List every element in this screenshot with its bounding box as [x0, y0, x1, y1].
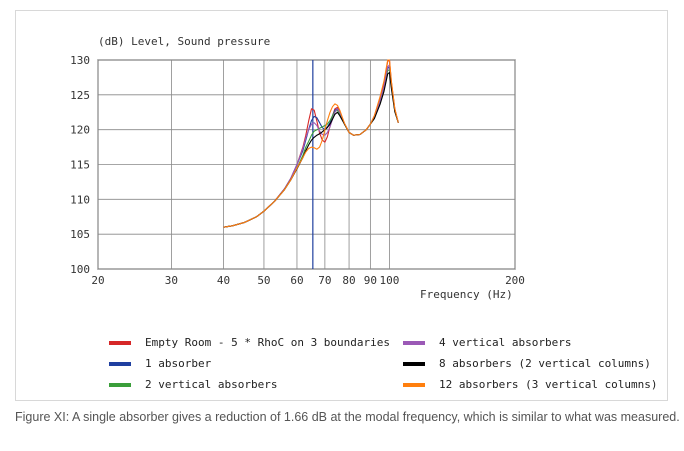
y-tick-label: 120	[70, 124, 90, 137]
x-tick-label: 100	[380, 274, 400, 287]
legend-item: 8 absorbers (2 vertical columns)	[403, 357, 651, 370]
x-tick-label: 90	[364, 274, 377, 287]
legend-item: 1 absorber	[109, 357, 211, 370]
grid	[97, 59, 516, 270]
x-tick-label: 40	[217, 274, 230, 287]
legend-swatch	[403, 340, 425, 345]
legend-item: 4 vertical absorbers	[403, 336, 571, 349]
series-line	[223, 59, 399, 228]
legend-swatch	[109, 361, 131, 366]
legend-label: 12 absorbers (3 vertical columns)	[439, 378, 658, 391]
x-tick-label: 200	[505, 274, 525, 287]
x-tick-label: 20	[91, 274, 104, 287]
legend-label: 2 vertical absorbers	[145, 378, 278, 391]
legend-swatch	[109, 340, 131, 345]
y-tick-label: 105	[70, 228, 90, 241]
legend-item: 2 vertical absorbers	[109, 378, 277, 391]
legend-swatch	[109, 382, 131, 387]
x-tick-label: 80	[342, 274, 355, 287]
legend-label: 1 absorber	[145, 357, 212, 370]
y-tick-label: 130	[70, 54, 90, 67]
chart-frame: (dB) Level, Sound pressure Frequency (Hz…	[15, 10, 668, 401]
x-tick-label: 60	[290, 274, 303, 287]
y-axis-title: (dB) Level, Sound pressure	[98, 35, 270, 48]
legend-swatch	[403, 361, 425, 366]
x-tick-label: 30	[165, 274, 178, 287]
legend-item: Empty Room - 5 * RhoC on 3 boundaries	[109, 336, 390, 349]
x-axis-title: Frequency (Hz)	[420, 288, 513, 301]
series-layer	[223, 59, 399, 228]
y-tick-label: 125	[70, 89, 90, 102]
y-tick-label: 110	[70, 193, 90, 206]
chart: (dB) Level, Sound pressure Frequency (Hz…	[70, 35, 525, 301]
figure-caption: Figure XI: A single absorber gives a red…	[15, 410, 680, 424]
x-tick-label: 70	[318, 274, 331, 287]
legend-item: 12 absorbers (3 vertical columns)	[403, 378, 658, 391]
legend-label: 8 absorbers (2 vertical columns)	[439, 357, 651, 370]
legend: Empty Room - 5 * RhoC on 3 boundaries 1 …	[109, 334, 669, 396]
x-tick-label: 50	[257, 274, 270, 287]
legend-swatch	[403, 382, 425, 387]
legend-label: 4 vertical absorbers	[439, 336, 572, 349]
legend-label: Empty Room - 5 * RhoC on 3 boundaries	[145, 336, 391, 349]
y-tick-label: 100	[70, 263, 90, 276]
y-tick-label: 115	[70, 159, 90, 172]
